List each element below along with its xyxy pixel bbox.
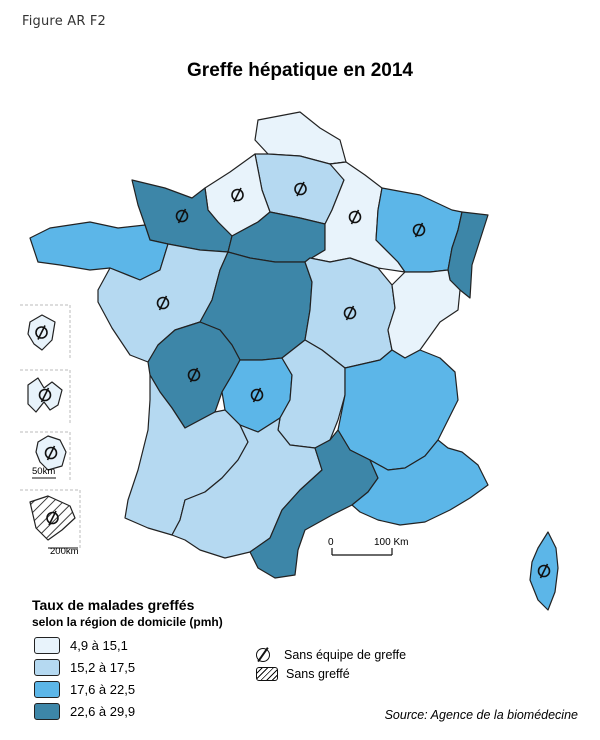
inset-scale-200km: 200km xyxy=(50,546,79,557)
legend-class-label: 15,2 à 17,5 xyxy=(70,659,136,675)
inset-scale-50km: 50km xyxy=(32,466,56,477)
region-languedoc-roussillon xyxy=(249,429,379,579)
legend-swatch xyxy=(34,636,60,654)
region-midi-pyrenees xyxy=(171,417,323,559)
legend-swatch xyxy=(34,658,60,676)
legend-class-3: 17,6 à 22,5 xyxy=(34,680,135,698)
legend-class-2: 15,2 à 17,5 xyxy=(34,658,135,676)
legend-swatch xyxy=(34,680,60,698)
region-provence-alpes-cote-d-azur xyxy=(351,439,489,526)
legend-title: Taux de malades greffés xyxy=(32,597,195,613)
legend-class-label: 17,6 à 22,5 xyxy=(70,681,136,697)
source-note: Source: Agence de la biomédecine xyxy=(384,708,578,722)
region-franche-comte xyxy=(387,269,461,359)
legend-class-label: 4,9 à 15,1 xyxy=(70,637,128,653)
inset-frames xyxy=(20,304,81,548)
legend-class-4: 22,6 à 29,9 xyxy=(34,702,135,720)
legend-swatch xyxy=(34,702,60,720)
legend-no-graft: Sans greffé xyxy=(256,667,350,681)
no-team-icon xyxy=(256,648,270,662)
legend-no-team-label: Sans équipe de greffe xyxy=(284,648,407,662)
legend-class-label: 22,6 à 29,9 xyxy=(70,703,136,719)
hatch-icon xyxy=(256,667,278,681)
scale-bar xyxy=(331,548,393,556)
figure-label: Figure AR F2 xyxy=(22,14,107,29)
legend-no-graft-label: Sans greffé xyxy=(286,667,350,681)
legend-class-1: 4,9 à 15,1 xyxy=(34,636,128,654)
scale-100km-label: 100 Km xyxy=(374,537,409,548)
scale-zero-label: 0 xyxy=(328,537,334,548)
region-bretagne xyxy=(29,221,169,281)
legend-subtitle: selon la région de domicile (pmh) xyxy=(32,615,223,629)
legend-no-team: Sans équipe de greffe xyxy=(256,648,406,662)
map-title: Greffe hépatique en 2014 xyxy=(187,60,413,81)
